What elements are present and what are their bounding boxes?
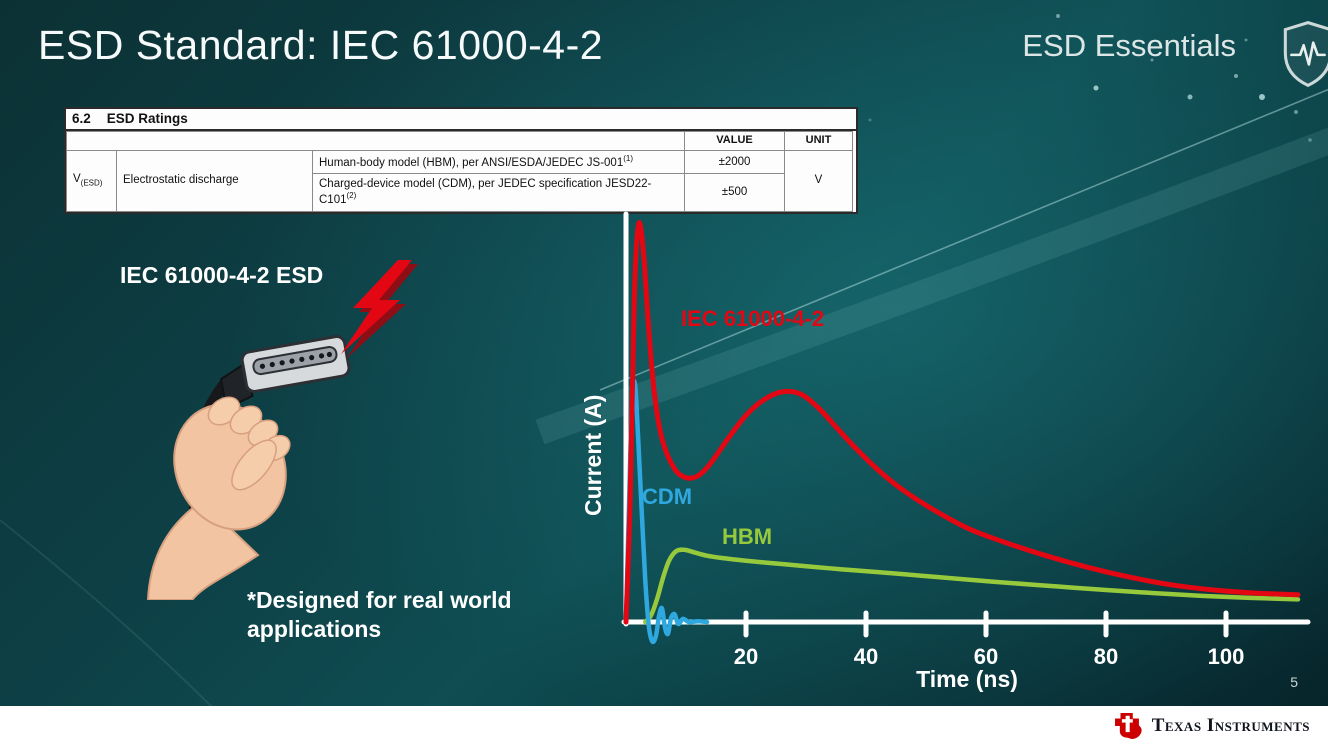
lightning-bolt-icon — [341, 260, 418, 358]
hand — [146, 396, 291, 600]
curve-label-hbm: HBM — [722, 524, 773, 549]
connector-pins — [259, 351, 333, 369]
cdm-value: ±500 — [684, 172, 786, 212]
x-tick-label: 80 — [1094, 644, 1118, 669]
slide-title: ESD Standard: IEC 61000-4-2 — [38, 22, 604, 68]
curve-label-cdm: CDM — [642, 484, 693, 509]
x-axis-label: Time (ns) — [916, 666, 1018, 692]
cdm-footnote-ref: (2) — [346, 191, 357, 201]
param-name: Electrostatic discharge — [123, 174, 239, 187]
hbm-footnote-ref: (1) — [623, 153, 633, 163]
hbm-value: ±2000 — [684, 149, 786, 174]
footnote-text: *Designed for real world applications — [247, 587, 512, 642]
background-swoosh — [599, 88, 1328, 391]
hbm-description-cell: Human-body model (HBM), per ANSI/ESDA/JE… — [311, 149, 686, 174]
series-title: ESD Essentials — [1022, 28, 1236, 63]
curve-label-iec: IEC 61000-4-2 — [681, 306, 825, 331]
blank-header-cell — [65, 131, 686, 151]
page-number: 5 — [1290, 674, 1298, 690]
x-tick-label: 60 — [974, 644, 998, 669]
col-header-unit: UNIT — [784, 131, 854, 151]
iec-esd-label: IEC 61000-4-2 ESD — [120, 262, 324, 288]
heartbeat-pulse-icon — [1290, 41, 1326, 66]
ti-brand-text: Texas Instruments — [1151, 715, 1310, 736]
chart-area: 20 40 60 80 100 Current (A) Time (ns) IEC 61… — [556, 200, 1328, 700]
param-symbol-cell: V(ESD) — [66, 149, 117, 212]
table-header-row: VALUE UNIT — [65, 131, 854, 151]
section-title: ESD Ratings — [106, 111, 188, 126]
y-axis-label: Current (A) — [580, 394, 606, 516]
cdm-description: Charged-device model (CDM), per JEDEC sp… — [319, 177, 652, 207]
table-row-cdm: Charged-device model (CDM), per JEDEC sp… — [67, 172, 853, 212]
table-row-hbm: V(ESD) Electrostatic discharge Human-bod… — [66, 149, 854, 212]
param-name-cell: Electrostatic discharge — [116, 149, 313, 212]
x-tick-label: 40 — [854, 644, 878, 669]
hbm-description: Human-body model (HBM), per ANSI/ESDA/JE… — [319, 156, 624, 169]
cdm-description-cell: Charged-device model (CDM), per JEDEC sp… — [311, 172, 686, 212]
table-section-heading: 6.2 ESD Ratings — [66, 109, 856, 131]
x-tick-label: 100 — [1208, 644, 1245, 669]
esd-shield-icon — [1283, 21, 1328, 88]
background-swoosh-band — [535, 127, 1328, 445]
thumb — [231, 439, 277, 491]
esd-current-plot: 20 40 60 80 100 — [621, 211, 1311, 669]
series-cdm — [623, 378, 710, 645]
background-stars — [868, 14, 1312, 142]
datasheet-esd-ratings: 6.2 ESD Ratings VALUE UNIT V(ESD) Electro… — [64, 107, 858, 214]
x-tick-label: 20 — [734, 644, 758, 669]
series-iec-61000-4-2 — [623, 220, 1301, 625]
hand-holding-hdmi-illustration — [146, 260, 418, 600]
series-hbm — [642, 547, 1301, 625]
ti-logo-icon — [1114, 713, 1142, 739]
section-number: 6.2 — [72, 111, 91, 126]
param-subscript: (ESD) — [80, 178, 103, 188]
footer-bar: Texas Instruments — [0, 706, 1328, 746]
unit-cell: V — [784, 149, 854, 212]
col-header-value: VALUE — [684, 131, 786, 151]
param-symbol: V — [73, 173, 81, 186]
hdmi-connector — [219, 335, 351, 411]
ratings-table: VALUE UNIT V(ESD) Electrostatic discharg… — [65, 131, 854, 212]
